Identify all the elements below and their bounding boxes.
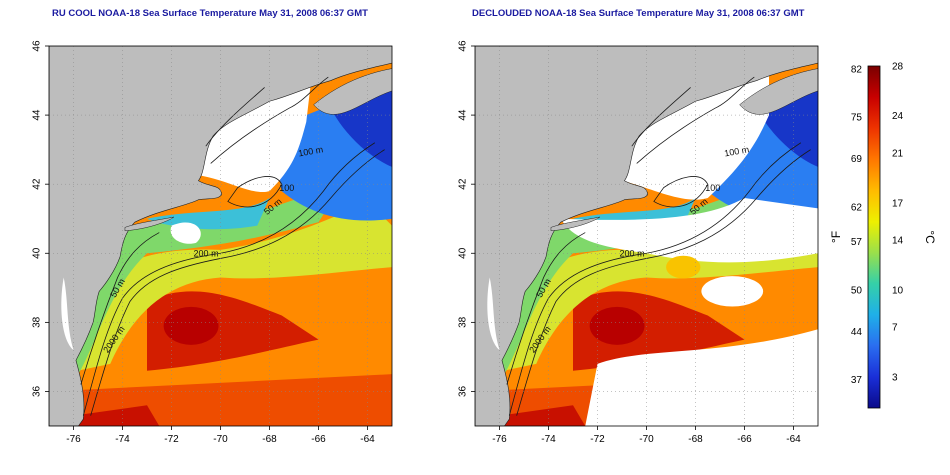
contour-100m-maine xyxy=(210,76,329,164)
left-lat-tick-1: 38 xyxy=(32,316,43,328)
warm-eddy xyxy=(163,306,219,345)
right-lon-tick-5: -66 xyxy=(737,434,752,445)
chesapeake-bay xyxy=(487,277,500,350)
contour-label-3: 200 m xyxy=(194,249,219,259)
left-lon-tick-0: -76 xyxy=(66,434,81,445)
cloud-east xyxy=(701,276,764,307)
contour-label-0: 100 m xyxy=(724,144,750,158)
contour-50m xyxy=(80,232,160,385)
contour-200m xyxy=(82,142,376,416)
cloud-band xyxy=(560,198,818,263)
cloud-south xyxy=(585,329,818,426)
right-lat-tick-5: 46 xyxy=(458,40,469,52)
cool-shelf-water xyxy=(147,198,270,230)
right-lon-tick-2: -72 xyxy=(590,434,605,445)
cloud-patch xyxy=(170,222,201,244)
warm-patch xyxy=(666,255,701,279)
warm-eddy xyxy=(589,306,645,345)
right-lat-tick-3: 42 xyxy=(458,178,469,190)
contour-label-0: 100 m xyxy=(298,144,324,158)
left-lon-tick-6: -64 xyxy=(360,434,375,445)
right-lon-tick-1: -74 xyxy=(541,434,556,445)
right-lon-tick-4: -68 xyxy=(688,434,703,445)
warm-water-southwest xyxy=(499,405,586,426)
chesapeake-bay xyxy=(61,277,74,350)
right-lat-tick-0: 36 xyxy=(458,385,469,397)
right-lat-tick-1: 38 xyxy=(458,316,469,328)
right-panel-title: DECLOUDED NOAA-18 Sea Surface Temperatur… xyxy=(472,8,805,19)
contour-50m-maine xyxy=(631,87,691,147)
right-lat-tick-4: 44 xyxy=(458,109,469,121)
left-lon-tick-4: -68 xyxy=(262,434,277,445)
long-island xyxy=(124,216,175,232)
warm-water-southwest xyxy=(73,405,160,426)
nova-scotia xyxy=(313,68,392,115)
contour-100m-maine xyxy=(636,76,755,164)
left-lat-tick-2: 40 xyxy=(32,247,43,259)
contour-50m xyxy=(506,232,586,385)
left-lon-tick-2: -72 xyxy=(164,434,179,445)
left-lat-tick-5: 46 xyxy=(32,40,43,52)
land xyxy=(49,46,392,426)
slope-water xyxy=(61,201,392,375)
right-lat-tick-2: 40 xyxy=(458,247,469,259)
contour-200m xyxy=(508,142,802,416)
contour-50m-maine xyxy=(205,87,265,147)
contour-label-1: 100 xyxy=(279,183,294,193)
land xyxy=(475,46,818,426)
contour-label-1: 100 xyxy=(705,183,720,193)
right-lon-tick-6: -64 xyxy=(786,434,801,445)
left-lat-tick-3: 42 xyxy=(32,178,43,190)
contour-label-3: 200 m xyxy=(620,249,645,259)
left-lon-tick-3: -70 xyxy=(213,434,228,445)
right-lon-tick-3: -70 xyxy=(639,434,654,445)
long-island xyxy=(550,216,601,232)
shelf-water xyxy=(61,184,343,375)
nova-scotia xyxy=(739,68,818,115)
left-lon-tick-1: -74 xyxy=(115,434,130,445)
left-panel-title: RU COOL NOAA-18 Sea Surface Temperature … xyxy=(52,8,368,19)
left-lon-tick-5: -66 xyxy=(311,434,326,445)
left-lat-tick-0: 36 xyxy=(32,385,43,397)
left-lat-tick-4: 44 xyxy=(32,109,43,121)
right-lon-tick-0: -76 xyxy=(492,434,507,445)
